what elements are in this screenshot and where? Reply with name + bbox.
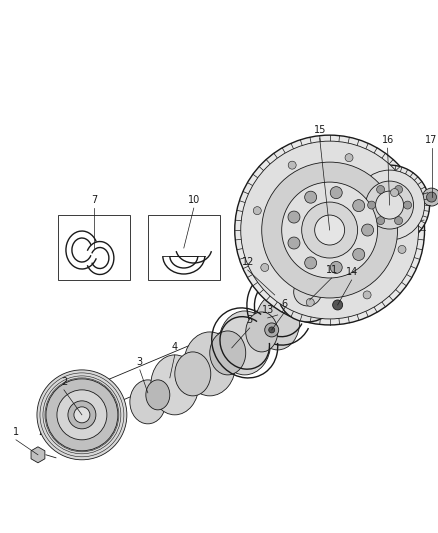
Circle shape xyxy=(353,248,365,261)
Circle shape xyxy=(332,300,343,310)
Ellipse shape xyxy=(219,311,271,375)
Circle shape xyxy=(305,191,317,203)
Ellipse shape xyxy=(210,331,246,375)
Circle shape xyxy=(353,200,365,212)
Circle shape xyxy=(366,181,413,229)
Circle shape xyxy=(330,261,342,273)
Circle shape xyxy=(377,216,385,224)
Circle shape xyxy=(282,182,378,278)
Circle shape xyxy=(262,162,398,298)
Ellipse shape xyxy=(146,380,170,410)
Text: 5: 5 xyxy=(247,315,253,325)
Text: 12: 12 xyxy=(241,257,254,267)
Circle shape xyxy=(362,224,374,236)
Text: 10: 10 xyxy=(187,195,200,205)
Circle shape xyxy=(363,291,371,299)
Circle shape xyxy=(314,215,345,245)
Ellipse shape xyxy=(256,294,300,350)
Polygon shape xyxy=(138,388,158,400)
Circle shape xyxy=(403,201,412,209)
Text: 4: 4 xyxy=(172,342,178,352)
Ellipse shape xyxy=(246,312,278,352)
Circle shape xyxy=(391,189,399,197)
Text: 14: 14 xyxy=(346,267,358,277)
Text: 6: 6 xyxy=(282,299,288,309)
Circle shape xyxy=(350,165,430,245)
Circle shape xyxy=(294,278,321,306)
Circle shape xyxy=(286,270,330,314)
Text: 17: 17 xyxy=(425,135,438,145)
Circle shape xyxy=(278,262,338,322)
Circle shape xyxy=(355,170,424,240)
Text: 7: 7 xyxy=(91,195,97,205)
Circle shape xyxy=(68,401,96,429)
Circle shape xyxy=(395,185,403,193)
Text: 15: 15 xyxy=(314,125,326,135)
Circle shape xyxy=(288,161,296,169)
Circle shape xyxy=(306,298,314,306)
Circle shape xyxy=(268,327,275,333)
Circle shape xyxy=(427,192,437,202)
Text: 2: 2 xyxy=(61,377,67,387)
Circle shape xyxy=(288,237,300,249)
Ellipse shape xyxy=(130,380,166,424)
Circle shape xyxy=(57,390,107,440)
Circle shape xyxy=(398,245,406,253)
Circle shape xyxy=(423,188,438,206)
Circle shape xyxy=(235,135,424,325)
Text: 11: 11 xyxy=(325,265,338,275)
Circle shape xyxy=(37,370,127,460)
Circle shape xyxy=(288,211,300,223)
Circle shape xyxy=(300,291,319,309)
Ellipse shape xyxy=(184,332,236,396)
Circle shape xyxy=(330,187,342,199)
Circle shape xyxy=(376,191,403,219)
Circle shape xyxy=(253,207,261,215)
Circle shape xyxy=(367,201,376,209)
Circle shape xyxy=(305,257,317,269)
Circle shape xyxy=(265,323,279,337)
Circle shape xyxy=(302,202,357,258)
Circle shape xyxy=(345,154,353,161)
Bar xyxy=(148,215,220,280)
Text: 1: 1 xyxy=(13,427,19,437)
Text: 3: 3 xyxy=(137,357,143,367)
Polygon shape xyxy=(31,447,45,463)
Ellipse shape xyxy=(151,355,199,415)
Circle shape xyxy=(74,407,90,423)
Text: 13: 13 xyxy=(261,305,274,315)
Circle shape xyxy=(377,185,385,193)
Circle shape xyxy=(46,379,118,451)
Bar xyxy=(58,215,130,280)
Text: 16: 16 xyxy=(381,135,394,145)
Circle shape xyxy=(395,216,403,224)
Circle shape xyxy=(241,141,419,319)
Ellipse shape xyxy=(175,352,211,396)
Circle shape xyxy=(261,263,269,271)
Circle shape xyxy=(306,296,314,304)
